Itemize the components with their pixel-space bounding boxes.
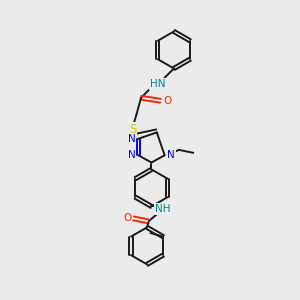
Text: O: O [163,96,171,106]
Text: N: N [128,134,136,144]
Text: N: N [128,150,136,160]
Text: O: O [123,213,131,224]
Text: N: N [167,150,175,160]
Text: NH: NH [155,204,170,214]
Text: S: S [129,123,136,136]
Text: HN: HN [150,79,165,89]
